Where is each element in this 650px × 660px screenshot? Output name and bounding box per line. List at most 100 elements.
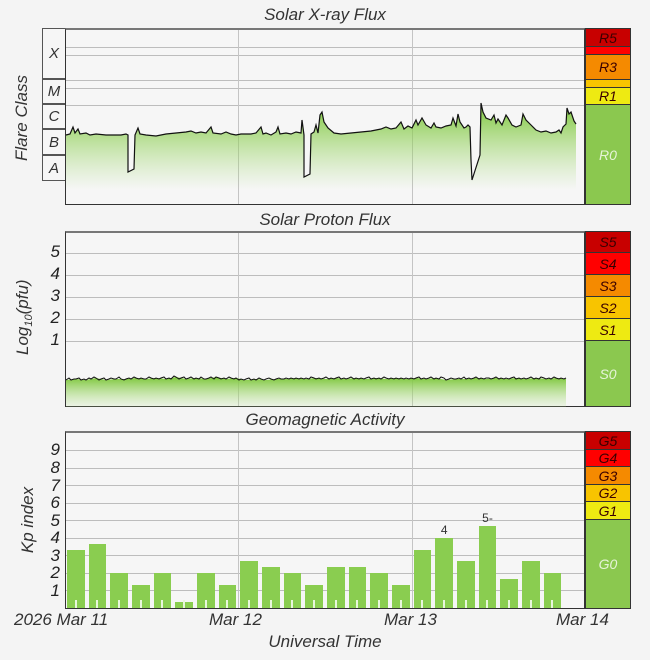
proton-panel-title: Solar Proton Flux	[259, 210, 391, 229]
ytick-4: 4	[50, 528, 60, 547]
bar-tick	[464, 600, 467, 608]
scale-r1: R1	[586, 88, 630, 105]
scale-s5: S5	[586, 232, 630, 253]
flare-class-c: C	[42, 104, 65, 129]
bar-tick	[378, 600, 381, 608]
ytick-1: 1	[50, 330, 60, 349]
ytick-1: 1	[50, 581, 60, 600]
kp-bar-series: 4 5-	[66, 433, 584, 608]
xtick-mar12: Mar 12	[209, 610, 262, 629]
bar-tick	[74, 600, 77, 608]
scale-r5: R5	[586, 29, 630, 47]
scale-s2: S2	[586, 297, 630, 319]
scale-s4: S4	[586, 253, 630, 275]
xaxis-label: Universal Time	[268, 632, 382, 651]
kp-bar	[370, 573, 388, 608]
gridline	[66, 538, 584, 539]
gridline	[66, 55, 584, 56]
scale-g4: G4	[586, 450, 630, 467]
kp-bar	[457, 561, 475, 608]
gridline	[66, 275, 584, 276]
kp-bar	[175, 600, 193, 608]
gridline	[66, 47, 584, 48]
gridline	[66, 520, 584, 521]
bar-tick	[334, 600, 337, 608]
kp-bar-annotation: 4	[440, 523, 448, 537]
ytick-8: 8	[50, 458, 60, 477]
bar-tick	[226, 600, 229, 608]
xtick-mar14: Mar 14	[556, 610, 609, 629]
gridline	[66, 573, 584, 574]
bar-tick	[96, 600, 99, 608]
scale-r2	[586, 80, 630, 88]
gridline	[66, 297, 584, 298]
kp-bar	[262, 567, 280, 608]
bar-tick	[486, 600, 489, 608]
xray-panel-title: Solar X-ray Flux	[264, 5, 386, 24]
day-gridline	[412, 30, 413, 204]
day-gridline	[412, 433, 413, 608]
ytick-5: 5	[50, 242, 60, 261]
ytick-7: 7	[50, 476, 60, 495]
kp-bar	[67, 549, 85, 608]
kp-plot-area: 4 5-	[65, 431, 585, 609]
kp-bar	[543, 573, 562, 608]
bar-tick	[248, 600, 251, 608]
kp-bar	[392, 584, 410, 608]
gridline	[66, 253, 584, 254]
bar-tick	[508, 600, 511, 608]
gridline	[66, 80, 584, 81]
ytick-4: 4	[50, 264, 60, 283]
kp-ylabel: Kp index	[18, 486, 37, 554]
kp-bar-annotation: 5-	[482, 511, 493, 526]
kp-bar	[327, 567, 345, 608]
gridline	[66, 105, 584, 106]
gridline	[66, 555, 584, 556]
kp-bar	[88, 543, 107, 608]
ytick-2: 2	[50, 563, 60, 582]
kp-bar	[283, 573, 302, 608]
proton-plot-area	[65, 231, 585, 407]
ytick-3: 3	[50, 286, 60, 305]
bar-tick	[269, 600, 272, 608]
proton-ylabel: Log10(pfu)	[13, 267, 35, 367]
ylabel-log: Log	[12, 326, 32, 355]
radio-blackout-scale: R5 R3 R1 R0	[585, 28, 631, 205]
bar-tick	[421, 600, 424, 608]
scale-s0: S0	[586, 341, 630, 406]
scale-r0: R0	[586, 105, 630, 204]
proton-flux-curve	[65, 375, 567, 407]
bar-tick	[183, 600, 186, 608]
bar-tick	[313, 600, 316, 608]
scale-g0: G0	[586, 520, 630, 608]
bar-tick	[204, 600, 207, 608]
gridline	[66, 503, 584, 504]
bar-tick	[118, 600, 121, 608]
ylabel-unit: (pfu)	[12, 279, 32, 315]
kp-bar	[305, 584, 323, 608]
kp-panel-title: Geomagnetic Activity	[245, 410, 405, 429]
flare-class-x: X	[42, 28, 65, 79]
bar-tick	[161, 600, 164, 608]
kp-bar	[478, 526, 497, 608]
scale-g2: G2	[586, 485, 630, 502]
ytick-9: 9	[50, 440, 60, 459]
scale-g3: G3	[586, 467, 630, 485]
day-gridline	[238, 233, 239, 406]
kp-bar	[240, 561, 258, 608]
ylabel-sub: 10	[23, 314, 36, 327]
geomagnetic-storm-scale: G5 G4 G3 G2 G1 G0	[585, 431, 631, 609]
kp-bar	[218, 584, 237, 608]
kp-bar	[435, 538, 453, 608]
xray-ylabel: Flare Class	[12, 75, 31, 161]
radiation-storm-scale: S5 S4 S3 S2 S1 S0	[585, 231, 631, 407]
day-gridline	[412, 233, 413, 406]
xtick-mar13: Mar 13	[384, 610, 437, 629]
gridline	[66, 341, 584, 342]
kp-bar	[110, 573, 128, 608]
gridline	[66, 485, 584, 486]
scale-g1: G1	[586, 502, 630, 520]
kp-bar	[132, 584, 150, 608]
bar-tick	[551, 600, 554, 608]
gridline	[66, 319, 584, 320]
